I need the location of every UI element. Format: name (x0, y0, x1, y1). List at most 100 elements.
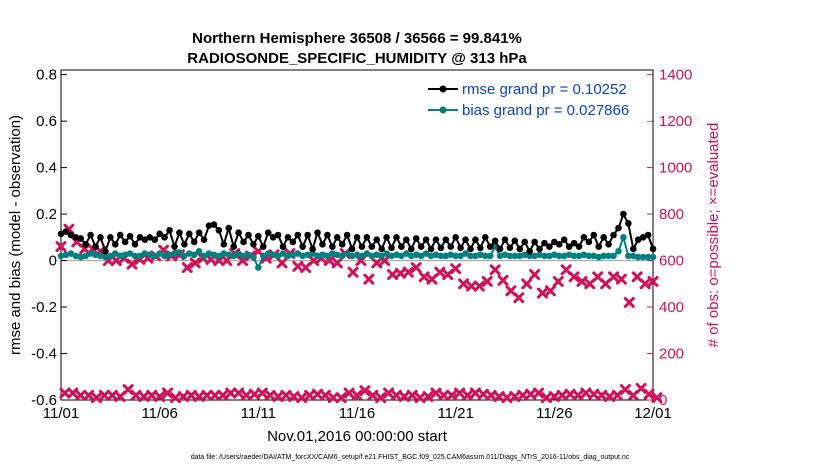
rmse-point (279, 243, 287, 250)
bias-point (383, 250, 390, 257)
obs-count-series (55, 223, 663, 404)
obs-count-point (651, 392, 663, 404)
rmse-point (195, 229, 203, 236)
rmse-point (541, 239, 548, 247)
rmse-point (575, 243, 583, 250)
obs-count-point (276, 257, 288, 269)
bias-point (427, 252, 435, 260)
rmse-line (60, 211, 654, 255)
bias-point (649, 253, 657, 261)
bias-point (422, 250, 430, 257)
rmse-point (319, 240, 326, 248)
bias-point (629, 252, 637, 260)
bias-series (57, 233, 657, 271)
rmse-point (634, 236, 642, 243)
obs-count-point (572, 389, 584, 401)
rmse-point (166, 227, 173, 234)
obs-count-point (552, 275, 564, 287)
rmse-point (531, 238, 538, 246)
bias-point (541, 252, 548, 260)
rmse-point (610, 231, 617, 239)
y-left-tick-label: 0.8 (36, 67, 57, 84)
bias-point (407, 252, 415, 260)
bias-point (600, 252, 607, 260)
y-left-tick-label: 0.4 (36, 160, 57, 177)
bias-point (181, 252, 188, 260)
rmse-point (220, 240, 228, 248)
obs-count-point (327, 392, 339, 404)
bias-point (462, 250, 469, 257)
obs-count-point (67, 387, 79, 399)
bias-point (590, 252, 598, 260)
y-right-tick-label: 800 (659, 206, 684, 223)
bias-point (62, 251, 70, 259)
bias-point (200, 252, 208, 260)
bias-point (82, 252, 89, 260)
rmse-point (141, 236, 149, 243)
bias-point (304, 251, 311, 259)
rmse-point (393, 234, 400, 241)
bias-point (516, 252, 524, 260)
bias-point (126, 250, 134, 257)
chart-title-line1: Northern Hemisphere 36508 / 36566 = 99.8… (192, 30, 522, 47)
rmse-point (546, 243, 553, 250)
obs-count-point (615, 273, 627, 285)
bias-point (185, 250, 193, 257)
bias-point (176, 249, 183, 256)
y-right-tick-label: 1200 (659, 113, 692, 130)
bias-point (309, 250, 316, 257)
obs-count-point (458, 278, 470, 290)
bias-point (437, 252, 445, 260)
rmse-point (605, 240, 612, 248)
bias-point (501, 251, 509, 259)
rmse-point (329, 243, 336, 250)
rmse-point (284, 234, 292, 241)
x-tick-label: 11/21 (437, 405, 473, 422)
rmse-point (403, 236, 410, 243)
bias-point (403, 250, 410, 257)
obs-count-point (126, 258, 138, 270)
rmse-point (368, 243, 376, 250)
bias-point (111, 250, 119, 257)
rmse-point (121, 238, 129, 246)
bias-point (560, 252, 568, 260)
bias-point (210, 251, 218, 259)
bias-point (412, 251, 420, 259)
y-left-tick-label: 0.2 (36, 206, 57, 223)
bias-point (555, 252, 563, 260)
rmse-point (383, 234, 390, 241)
rmse-point (156, 230, 163, 238)
rmse-point (600, 234, 607, 241)
bias-point (511, 252, 519, 260)
bias-point (442, 252, 450, 260)
obs-count-point (489, 264, 501, 276)
rmse-point (102, 247, 109, 255)
bias-point (388, 252, 395, 260)
bias-point (136, 252, 144, 260)
obs-count-point (343, 387, 355, 399)
bias-point (269, 251, 277, 259)
bias-point (87, 250, 94, 257)
rmse-point (171, 243, 178, 250)
bias-point (481, 252, 489, 260)
obs-count-point (98, 389, 110, 401)
obs-count-point (367, 389, 379, 401)
rmse-point (639, 234, 647, 241)
obs-count-point (402, 266, 414, 278)
bias-point (398, 252, 405, 260)
bias-point (171, 250, 178, 257)
obs-count-point (363, 273, 375, 285)
bias-point (551, 251, 558, 259)
legend-rmse-marker (439, 85, 447, 93)
rmse-point (353, 234, 361, 241)
rmse-point (235, 229, 242, 236)
bias-point (585, 252, 593, 260)
rmse-point (457, 244, 464, 252)
y-right-tick-label: 1400 (659, 67, 692, 84)
rmse-point (210, 221, 218, 228)
bias-point (151, 252, 159, 260)
obs-count-point (162, 387, 174, 399)
obs-count-point (410, 262, 422, 274)
y-right-tick-label: 400 (659, 299, 684, 316)
rmse-point (294, 231, 302, 239)
